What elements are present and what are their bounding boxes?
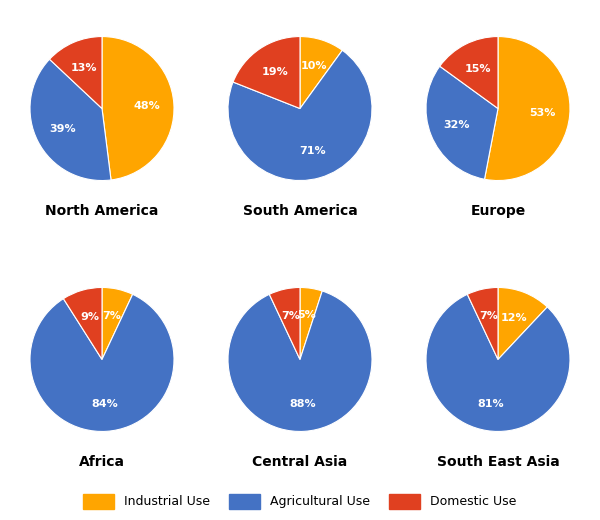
Text: 53%: 53%	[529, 108, 556, 118]
Text: 9%: 9%	[80, 311, 99, 321]
Wedge shape	[440, 36, 498, 109]
Wedge shape	[467, 288, 498, 359]
Wedge shape	[426, 294, 570, 432]
Text: 12%: 12%	[501, 313, 528, 323]
Text: 15%: 15%	[464, 64, 491, 74]
Text: 71%: 71%	[299, 147, 326, 157]
Wedge shape	[64, 288, 102, 359]
Text: 81%: 81%	[478, 398, 505, 409]
Title: South America: South America	[242, 204, 358, 217]
Wedge shape	[485, 36, 570, 180]
Text: 88%: 88%	[289, 399, 316, 409]
Wedge shape	[102, 288, 133, 359]
Wedge shape	[269, 288, 300, 359]
Text: 39%: 39%	[49, 124, 76, 134]
Text: 13%: 13%	[71, 62, 98, 73]
Title: North America: North America	[46, 204, 158, 217]
Title: Central Asia: Central Asia	[253, 454, 347, 469]
Text: 5%: 5%	[298, 310, 316, 320]
Text: 48%: 48%	[133, 101, 160, 111]
Wedge shape	[300, 288, 322, 359]
Text: 32%: 32%	[443, 120, 470, 130]
Text: 7%: 7%	[103, 311, 121, 321]
Text: 7%: 7%	[281, 311, 299, 321]
Wedge shape	[228, 291, 372, 432]
Title: Europe: Europe	[470, 204, 526, 217]
Wedge shape	[30, 294, 174, 432]
Legend: Industrial Use, Agricultural Use, Domestic Use: Industrial Use, Agricultural Use, Domest…	[78, 488, 522, 514]
Text: 7%: 7%	[479, 311, 497, 321]
Text: 10%: 10%	[301, 61, 327, 71]
Wedge shape	[300, 36, 343, 109]
Wedge shape	[50, 36, 102, 109]
Text: 84%: 84%	[91, 399, 118, 409]
Text: 19%: 19%	[262, 67, 288, 76]
Wedge shape	[228, 50, 372, 180]
Title: South East Asia: South East Asia	[437, 454, 559, 469]
Wedge shape	[426, 66, 498, 179]
Title: Africa: Africa	[79, 454, 125, 469]
Wedge shape	[498, 288, 547, 359]
Wedge shape	[102, 36, 174, 180]
Wedge shape	[233, 36, 300, 109]
Wedge shape	[30, 59, 111, 180]
